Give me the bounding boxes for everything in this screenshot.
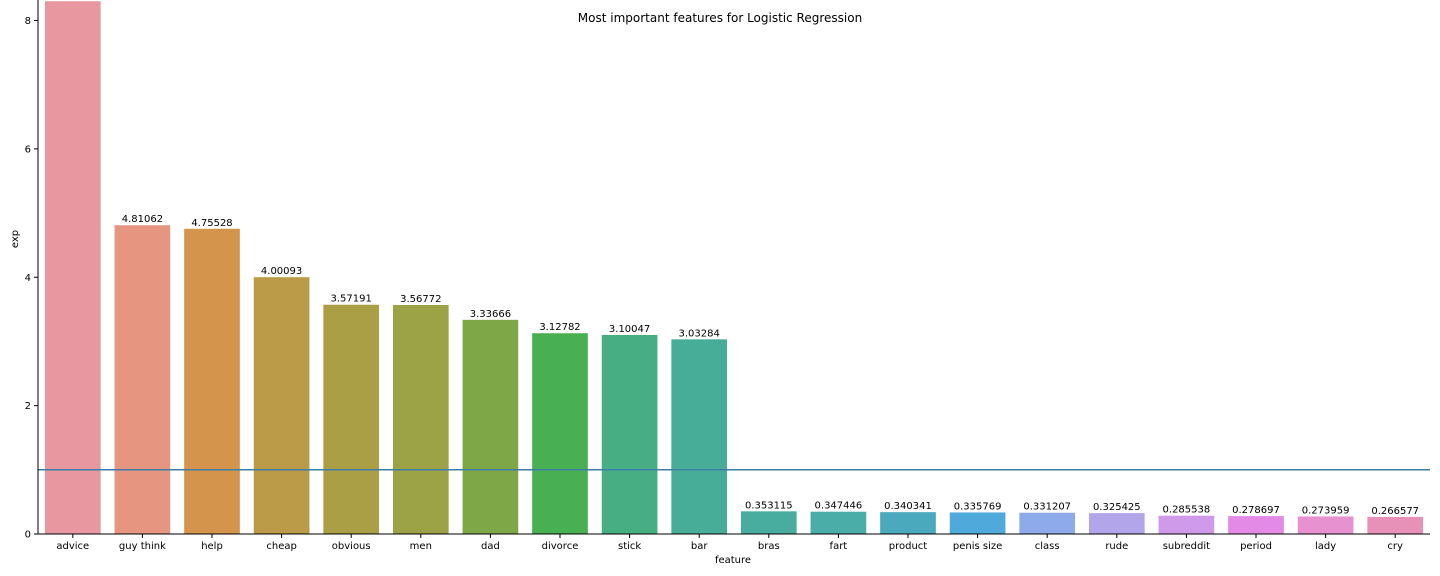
y-tick-label: 0 <box>25 530 31 541</box>
x-tick-label: obvious <box>332 541 371 552</box>
x-tick-label: cheap <box>266 541 296 552</box>
x-tick-label: bar <box>691 541 708 552</box>
bar-data-label: 3.56772 <box>400 294 441 305</box>
bar-dad <box>462 319 519 534</box>
y-tick-label: 8 <box>25 16 31 27</box>
bar-men <box>392 305 449 534</box>
bar-data-label: 0.347446 <box>815 501 863 512</box>
y-tick-label: 4 <box>25 273 31 284</box>
bar-data-label: 3.12782 <box>539 322 580 333</box>
x-tick-label: lady <box>1315 541 1336 552</box>
x-tick-label: men <box>410 541 432 552</box>
bar-data-label: 4.81062 <box>122 214 163 225</box>
bar-data-label: 0.340341 <box>884 501 932 512</box>
bar-subreddit <box>1158 515 1215 534</box>
x-tick-label: dad <box>481 541 500 552</box>
bar-advice <box>44 1 101 535</box>
bar-data-label: 4.00093 <box>261 266 302 277</box>
bar-data-label: 3.57191 <box>331 294 372 305</box>
x-tick-label: stick <box>618 541 641 552</box>
bar-product <box>880 512 936 534</box>
x-tick-label: bras <box>758 541 780 552</box>
y-tick-label: 6 <box>25 144 31 155</box>
bar-rude <box>1088 513 1145 534</box>
bar-data-label: 0.285538 <box>1163 505 1211 516</box>
x-axis-title: feature <box>715 555 751 566</box>
bar-labels-group: 4.81062 4.75528 4.00093 3.57191 3.56772 3.336… <box>122 214 1419 517</box>
x-tick-label: subreddit <box>1163 541 1210 552</box>
x-tick-label: class <box>1035 541 1060 552</box>
bar-bras <box>740 511 797 534</box>
bar-class <box>1019 512 1076 534</box>
bar-data-label: 4.75528 <box>191 218 232 229</box>
bar-stick <box>601 334 658 534</box>
bar-lady <box>1297 516 1354 534</box>
chart-title: Most important features for Logistic Reg… <box>578 11 862 25</box>
x-tick-label: advice <box>56 541 89 552</box>
x-tick-label: period <box>1240 541 1272 552</box>
bars-group <box>44 1 1424 535</box>
bar-data-label: 0.335769 <box>954 501 1002 512</box>
bar-obvious <box>323 304 380 534</box>
x-tick-label: cry <box>1387 541 1403 552</box>
bar-data-label: 0.331207 <box>1023 502 1071 513</box>
y-tick-label: 2 <box>25 401 31 412</box>
bar-divorce <box>532 333 588 534</box>
x-tick-label: rude <box>1105 541 1128 552</box>
bar-fart <box>810 511 867 534</box>
bar-cry <box>1367 516 1424 534</box>
x-tick-label: help <box>201 541 223 552</box>
x-tick-label: penis size <box>953 541 1002 552</box>
bar-data-label: 3.03284 <box>679 328 720 339</box>
bar-period <box>1228 516 1284 534</box>
y-axis-title: exp <box>10 230 21 248</box>
bar-data-label: 3.33666 <box>470 309 511 320</box>
bar-guy-think <box>114 225 171 534</box>
bar-penis-size <box>949 512 1006 534</box>
bar-data-label: 0.353115 <box>745 500 793 511</box>
bar-cheap <box>253 277 310 534</box>
y-axis-ticks: 0 2 4 6 8 <box>25 16 38 541</box>
x-tick-label: fart <box>830 541 848 552</box>
x-tick-label: divorce <box>542 541 579 552</box>
bar-data-label: 0.266577 <box>1371 506 1419 517</box>
bar-data-label: 3.10047 <box>609 324 650 335</box>
bar-help <box>184 228 240 534</box>
x-tick-label: guy think <box>119 541 166 552</box>
x-axis-ticks: advice guy think help cheap obvious men dad div… <box>56 534 1403 552</box>
bar-data-label: 0.273959 <box>1302 505 1350 516</box>
bar-data-label: 0.278697 <box>1232 505 1280 516</box>
bar-bar <box>671 339 728 534</box>
x-tick-label: product <box>889 541 928 552</box>
bar-data-label: 0.325425 <box>1093 502 1141 513</box>
